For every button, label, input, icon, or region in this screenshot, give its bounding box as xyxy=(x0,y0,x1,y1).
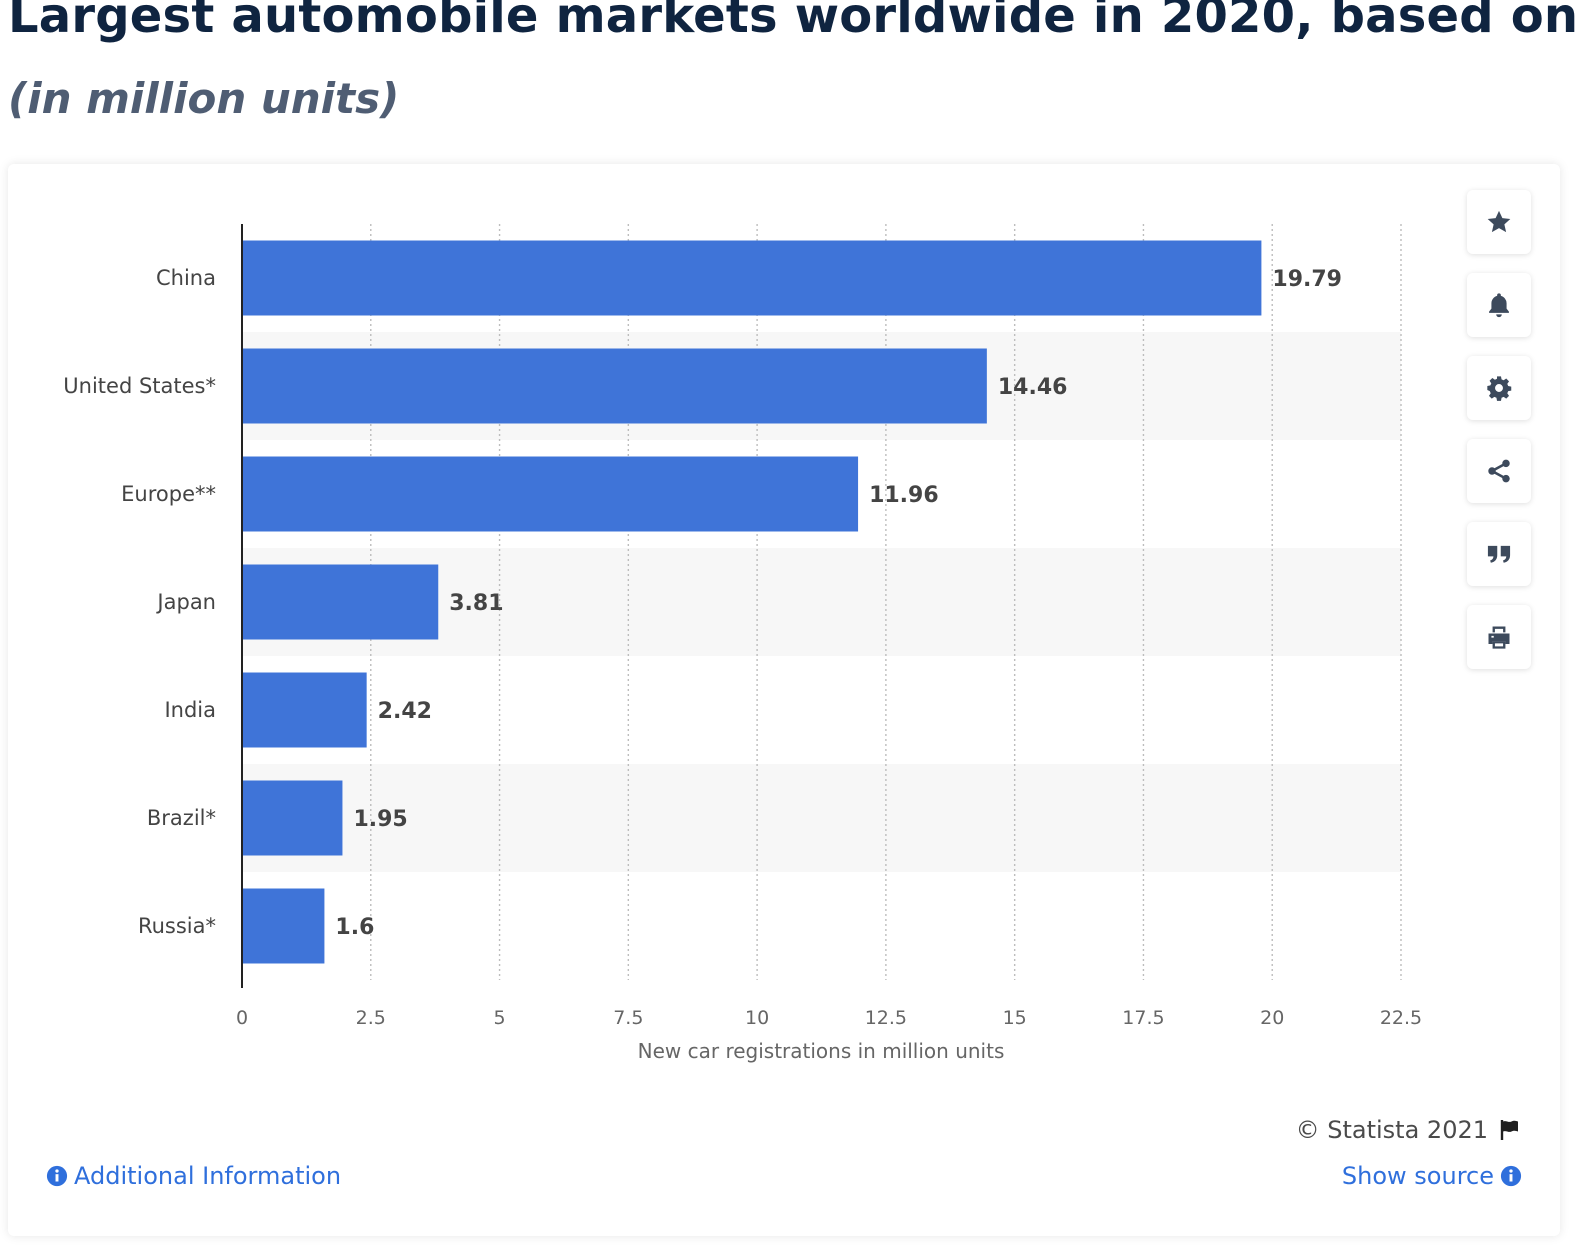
chart-card: 19.79 China 14.46 United States* 11.96 Europe… xyxy=(8,164,1560,1236)
page-subtitle: (in million units) xyxy=(8,74,400,123)
share-button[interactable] xyxy=(1467,439,1531,503)
x-tick-label: 2.5 xyxy=(356,1007,386,1029)
value-label: 19.79 xyxy=(1272,267,1342,292)
star-icon xyxy=(1487,210,1511,233)
copyright-text: © Statista 2021 xyxy=(1295,1116,1488,1144)
info-icon xyxy=(1500,1165,1522,1187)
gear-icon xyxy=(1487,376,1512,401)
bar-7 xyxy=(242,888,325,964)
print-button[interactable] xyxy=(1467,605,1531,669)
show-source-link[interactable]: Show source xyxy=(1342,1162,1522,1190)
category-label: Japan xyxy=(155,590,216,614)
page-title: Largest automobile markets worldwide in … xyxy=(8,0,1588,44)
quote-icon xyxy=(1487,545,1511,563)
show-source-label: Show source xyxy=(1341,1162,1494,1190)
share-icon xyxy=(1488,459,1510,483)
x-axis-title: New car registrations in million units xyxy=(638,1039,1005,1063)
value-label: 1.6 xyxy=(335,915,374,940)
additional-information-label: Additional Information xyxy=(74,1162,342,1190)
value-label: 11.96 xyxy=(869,483,939,508)
x-tick-label: 10 xyxy=(745,1007,769,1029)
category-label: India xyxy=(164,698,216,722)
notification-button[interactable] xyxy=(1467,273,1531,337)
value-label: 1.95 xyxy=(353,807,407,832)
category-label: United States* xyxy=(63,374,216,398)
bar-4 xyxy=(242,564,439,640)
category-label: Europe** xyxy=(121,482,216,506)
settings-button[interactable] xyxy=(1467,356,1531,420)
value-label: 2.42 xyxy=(378,699,432,724)
x-tick-label: 22.5 xyxy=(1380,1007,1422,1029)
x-tick-label: 17.5 xyxy=(1122,1007,1164,1029)
category-label: China xyxy=(156,266,216,290)
x-tick-label: 7.5 xyxy=(613,1007,643,1029)
x-tick-label: 0 xyxy=(236,1007,248,1029)
flag-icon[interactable] xyxy=(1498,1118,1522,1142)
bar-5 xyxy=(242,672,367,748)
bar-1 xyxy=(242,240,1262,316)
x-tick-label: 5 xyxy=(494,1007,506,1029)
bar-3 xyxy=(242,456,859,532)
x-tick-label: 20 xyxy=(1260,1007,1284,1029)
bar-2 xyxy=(242,348,987,424)
bell-icon xyxy=(1489,293,1509,318)
row-band xyxy=(242,764,1401,872)
category-label: Brazil* xyxy=(147,806,216,830)
cite-button[interactable] xyxy=(1467,522,1531,586)
category-label: Russia* xyxy=(138,914,216,938)
favorite-button[interactable] xyxy=(1467,190,1531,254)
x-tick-label: 15 xyxy=(1003,1007,1027,1029)
bar-6 xyxy=(242,780,343,856)
additional-information-link[interactable]: Additional Information xyxy=(46,1162,341,1190)
bar-chart: 19.79 China 14.46 United States* 11.96 Europe… xyxy=(63,224,1422,1063)
value-label: 14.46 xyxy=(998,375,1068,400)
info-icon xyxy=(46,1165,68,1187)
printer-icon xyxy=(1488,626,1510,649)
value-label: 3.81 xyxy=(449,591,503,616)
x-tick-label: 12.5 xyxy=(865,1007,907,1029)
